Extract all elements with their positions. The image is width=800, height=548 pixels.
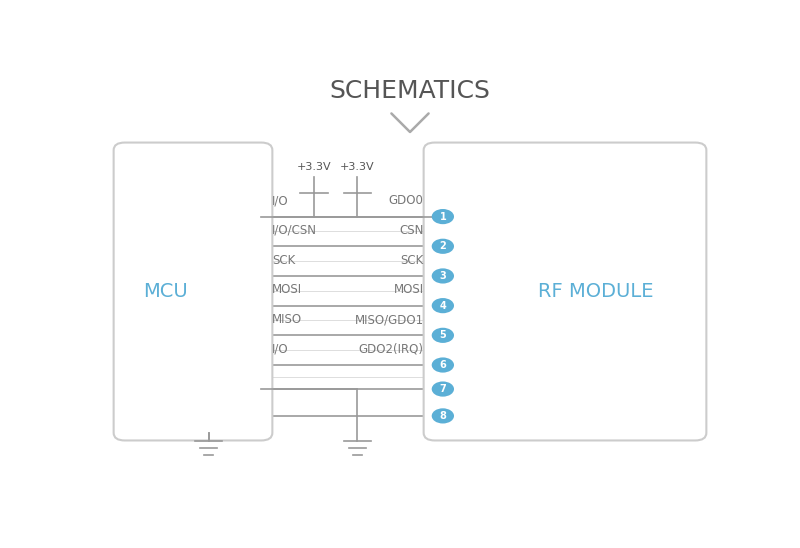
- Text: MOSI: MOSI: [394, 283, 424, 296]
- Text: 2: 2: [439, 241, 446, 252]
- Text: CSN: CSN: [399, 224, 424, 237]
- Text: MCU: MCU: [143, 282, 188, 301]
- Text: SCK: SCK: [400, 254, 424, 267]
- Circle shape: [432, 328, 454, 343]
- Text: 1: 1: [439, 212, 446, 221]
- Text: SCK: SCK: [272, 254, 296, 267]
- Text: 8: 8: [439, 411, 446, 421]
- Text: MOSI: MOSI: [272, 283, 302, 296]
- Circle shape: [432, 408, 454, 424]
- Text: GDO2(IRQ): GDO2(IRQ): [358, 342, 424, 356]
- Text: +3.3V: +3.3V: [297, 162, 331, 172]
- Text: I/O: I/O: [272, 342, 289, 356]
- Circle shape: [432, 357, 454, 373]
- Text: 7: 7: [439, 384, 446, 394]
- Circle shape: [432, 239, 454, 254]
- Text: 4: 4: [439, 301, 446, 311]
- FancyBboxPatch shape: [424, 142, 706, 441]
- Circle shape: [432, 209, 454, 224]
- Circle shape: [432, 298, 454, 313]
- Text: +3.3V: +3.3V: [340, 162, 374, 172]
- Text: 5: 5: [439, 330, 446, 340]
- Text: SCHEMATICS: SCHEMATICS: [330, 79, 490, 103]
- Text: 3: 3: [439, 271, 446, 281]
- Text: RF MODULE: RF MODULE: [538, 282, 654, 301]
- FancyBboxPatch shape: [114, 142, 272, 441]
- Circle shape: [432, 269, 454, 283]
- Circle shape: [432, 381, 454, 397]
- Text: I/O/CSN: I/O/CSN: [272, 224, 318, 237]
- Text: MISO: MISO: [272, 313, 302, 326]
- Text: GDO0: GDO0: [389, 195, 424, 207]
- Text: 6: 6: [439, 360, 446, 370]
- Text: MISO/GDO1: MISO/GDO1: [354, 313, 424, 326]
- Text: I/O: I/O: [272, 195, 289, 207]
